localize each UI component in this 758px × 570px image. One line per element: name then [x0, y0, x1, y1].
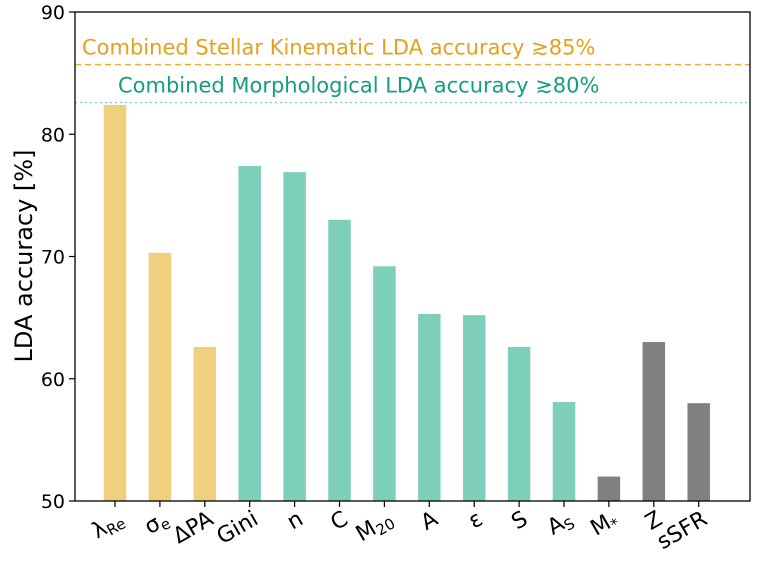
bar-11	[552, 401, 576, 501]
y-tick-label: 70	[41, 247, 65, 269]
x-tick-label-main: Gini	[213, 507, 263, 550]
bar-6	[328, 219, 351, 501]
reference-lines-group: Combined Stellar Kinematic LDA accuracy …	[75, 36, 750, 104]
x-tick-label-main: ΔPA	[169, 507, 218, 550]
y-tick-label: 50	[41, 491, 65, 513]
bar-9	[462, 315, 486, 501]
y-axis-label: LDA accuracy [%]	[10, 150, 38, 363]
bar-7	[373, 266, 396, 501]
bar-3	[193, 346, 217, 501]
x-tick-label-main: C	[327, 507, 353, 536]
x-tick-label-12: M*	[586, 506, 623, 543]
x-tick-label-4: Gini	[213, 507, 263, 550]
x-tick-label-main: A	[417, 507, 443, 536]
x-tick-label-2: σe	[140, 507, 174, 542]
bar-2	[148, 252, 172, 501]
bar-14	[687, 403, 710, 501]
reference-line-label-1: Combined Stellar Kinematic LDA accuracy …	[82, 36, 595, 60]
y-axis: 50 60 70 80 90	[41, 2, 75, 513]
bar-13	[642, 342, 666, 501]
x-tick-label-8: A	[417, 507, 443, 536]
y-tick-label: 80	[41, 124, 65, 146]
x-tick-label-14: sSFR	[653, 507, 712, 555]
x-tick-label-6: C	[327, 507, 353, 536]
x-tick-label-10: S	[508, 507, 533, 536]
x-tick-label-main: n	[283, 507, 308, 536]
bar-4	[238, 166, 261, 501]
x-tick-label-main: ε	[464, 507, 487, 535]
x-tick-label-7: M20	[352, 507, 398, 549]
x-tick-label-main: sSFR	[653, 507, 712, 555]
y-tick-label: 60	[41, 369, 65, 391]
x-tick-label-11: AS	[543, 507, 578, 543]
x-tick-label-main: S	[508, 507, 533, 536]
x-tick-label-1: λRe	[88, 507, 129, 546]
bar-8	[418, 313, 441, 501]
y-tick-label: 90	[41, 2, 65, 24]
bar-10	[507, 346, 531, 501]
x-tick-label-9: ε	[464, 507, 487, 535]
bars-group	[103, 104, 710, 501]
x-tick-label-5: n	[283, 507, 308, 536]
bar-12	[597, 476, 621, 501]
bar-5	[283, 172, 306, 501]
reference-line-label-2: Combined Morphological LDA accuracy ≳80%	[118, 73, 599, 97]
x-tick-label-3: ΔPA	[169, 507, 218, 550]
bar-1	[103, 104, 127, 501]
